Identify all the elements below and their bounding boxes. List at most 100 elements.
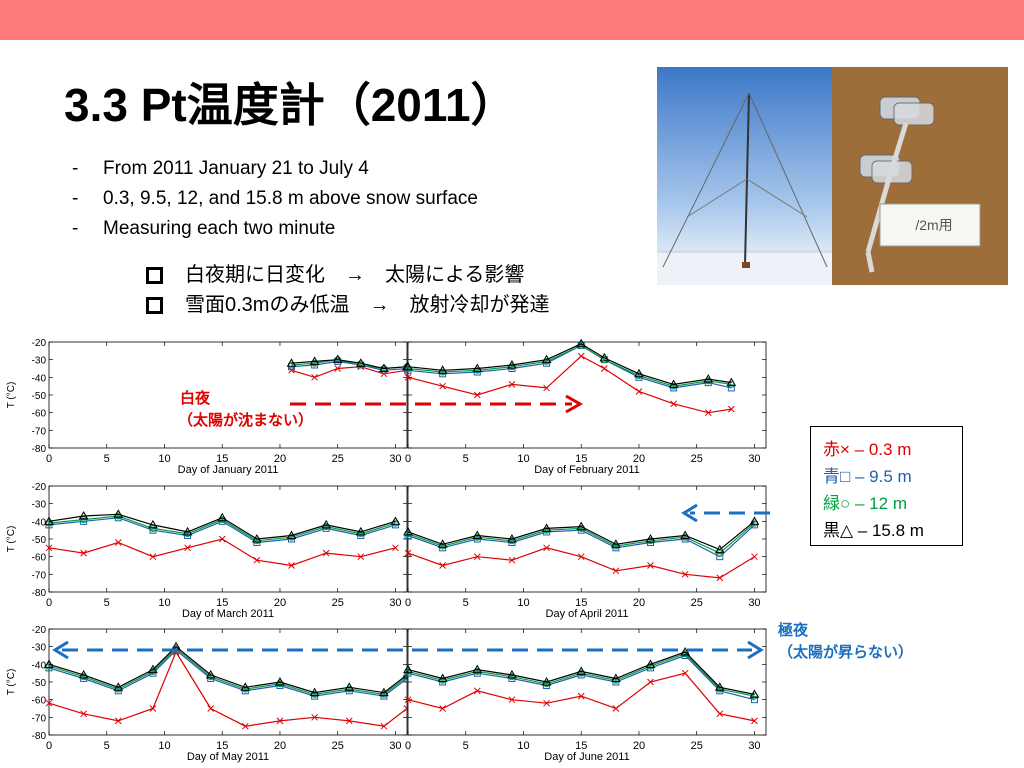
data-point [472,363,483,372]
data-point [286,358,297,367]
note-text: 雪面0.3mのみ低温 → 放射冷却が発達 [185,294,550,316]
data-point [334,365,342,372]
x-tick-label: 0 [46,453,52,465]
polar-night-subtitle: （太陽が昇らない） [778,644,914,661]
data-point [217,512,228,522]
data-point [751,553,758,561]
data-point [390,516,401,525]
data-point [507,533,517,543]
data-point [403,361,413,371]
data-point [332,354,343,364]
data-point [113,682,124,691]
data-point [218,535,226,543]
x-tick-label: 5 [463,597,469,609]
series-line-15.8m [407,651,755,695]
y-tick-label: -50 [32,678,47,689]
data-point [472,530,483,539]
data-point [404,549,412,557]
legend-item-label: 黒△ [823,521,854,540]
legend-item-label: 青□ [823,467,851,486]
data-point [404,373,412,381]
x-tick-label: 0 [405,740,411,752]
data-point [241,722,249,730]
series-line-0.3m [48,650,408,727]
data-point [276,717,284,725]
x-tick-label: 20 [633,453,645,465]
plot-frame [407,341,767,449]
data-point [113,509,124,518]
legend-item-9.5m: 青□ – 9.5 m [823,462,912,487]
data-point [647,678,654,686]
y-tick-label: -50 [32,391,47,402]
bullet-marker: - [72,188,79,209]
data-point [727,384,735,392]
polar-night-title: 極夜 [778,622,809,639]
data-point [635,388,643,395]
data-point [704,409,712,417]
y-tick-label: -80 [32,588,47,599]
data-point [634,368,644,378]
x-tick-label: 20 [274,453,286,465]
data-point [600,365,608,372]
white-night-arrowhead [565,394,584,414]
y-tick-label: -80 [32,731,47,742]
legend-item-15.8m: 黒△ – 15.8 m [823,516,924,541]
data-point [647,562,654,569]
legend-item-sub: – 9.5 m [850,467,912,486]
polar-night-arrowhead-right [747,640,764,660]
data-point [508,556,516,564]
y-tick-label: -50 [32,535,47,546]
sensor-photo-icon: /2m用 [832,67,1008,285]
y-tick-label: -20 [32,625,47,636]
data-point [403,664,413,674]
x-tick-label: 10 [158,740,170,752]
x-tick-label: 30 [389,740,401,752]
x-tick-label: 30 [748,597,760,609]
data-point [437,539,448,548]
data-point [716,574,724,582]
note-item: 白夜期に日変化 → 太陽による影響 [146,260,549,290]
data-point [114,717,122,725]
data-point [252,533,262,543]
legend-item-sub: – 0.3 m [849,440,912,459]
data-point [541,676,552,686]
data-point [44,516,54,525]
y-axis-label: T (°C) [6,382,17,409]
x-axis-label: Day of February 2011 [534,464,640,476]
x-tick-label: 15 [575,597,587,609]
series-line-15.8m [291,359,408,370]
x-tick-label: 0 [405,597,411,609]
data-point [714,682,725,691]
data-point [543,384,550,392]
series-line-9.5m [48,649,408,697]
bullet-marker: - [72,218,79,239]
y-tick-label: -80 [32,444,47,455]
top-accent-bar [0,0,1024,40]
x-tick-label: 20 [274,597,286,609]
data-point [322,549,330,557]
data-point [728,405,735,413]
y-tick-label: -40 [32,517,47,528]
x-tick-label: 10 [158,597,170,609]
data-point [78,669,89,679]
y-tick-label: -60 [32,696,47,707]
x-tick-label: 0 [46,597,52,609]
legend-item-sub: – 15.8 m [853,521,924,540]
white-night-title: 白夜 [180,390,211,407]
x-tick-label: 15 [575,453,587,465]
x-axis-label: Day of May 2011 [187,751,269,763]
plot-frame [407,628,767,736]
data-point [716,710,724,718]
data-point [645,659,656,668]
x-axis-label: Day of June 2011 [544,751,629,763]
data-point [80,549,87,557]
x-tick-label: 15 [216,740,228,752]
data-point [44,659,54,668]
x-tick-label: 15 [575,740,587,752]
x-tick-label: 30 [389,453,401,465]
data-point [577,352,585,360]
data-point [750,696,758,704]
data-point [680,530,691,539]
data-point [508,381,516,388]
data-point [749,516,760,525]
